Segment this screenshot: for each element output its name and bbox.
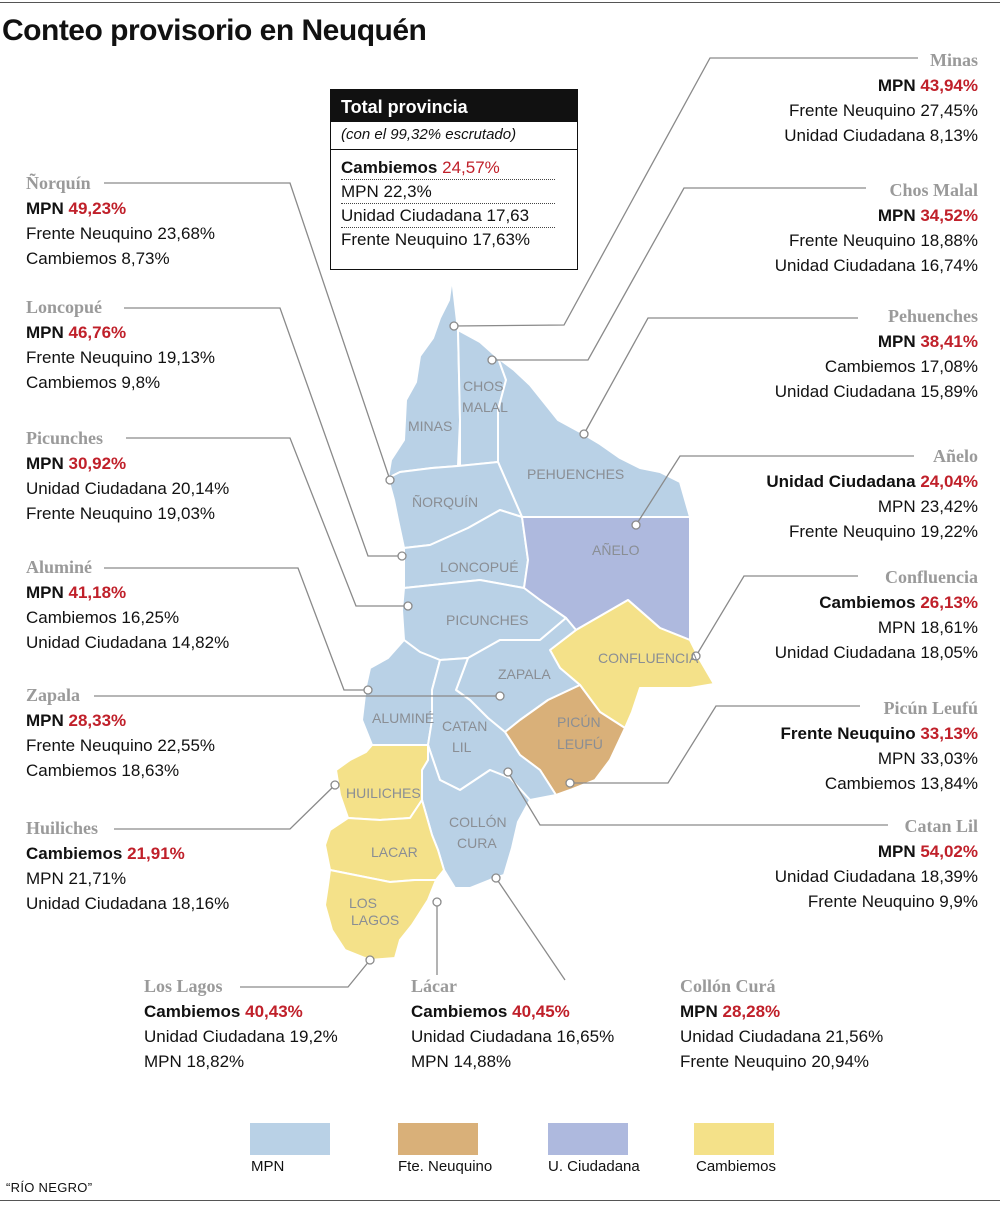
leader-loslagos [240, 959, 371, 988]
leader-norquin [104, 182, 391, 481]
label-picun-leufu: Picún Leufú Frente Neuquino 33,13% MPN 3… [780, 698, 978, 793]
label-catan-lil: Catan Lil MPN 54,02% Unidad Ciudadana 18… [774, 816, 978, 911]
label-picunches: Picunches MPN 30,92% Unidad Ciudadana 20… [26, 428, 230, 523]
legend-label-uc: U. Ciudadana [548, 1158, 640, 1175]
label-collon-cura: Collón Curá MPN 28,28% Unidad Ciudadana … [680, 976, 884, 1071]
legend-label-mpn: MPN [251, 1158, 285, 1175]
map-label-catan-1: CATAN [442, 718, 487, 734]
legend-swatch-cambiemos [694, 1123, 774, 1155]
legend-label-cambiemos: Cambiemos [696, 1158, 777, 1175]
label-norquin: Ñorquín MPN 49,23% Frente Neuquino 23,68… [26, 173, 216, 268]
label-minas: Minas MPN 43,94% Frente Neuquino 27,45% U… [784, 50, 978, 145]
map-label-norquin: ÑORQUÍN [412, 494, 478, 510]
region-los-lagos[interactable] [324, 869, 437, 961]
map-label-lagos-1: LOS [349, 895, 377, 911]
label-anelo: Añelo Unidad Ciudadana 24,04% MPN 23,42%… [766, 446, 978, 541]
total-province-box: Total provincia (con el 99,32% escrutado… [330, 89, 578, 270]
region-minas[interactable] [387, 277, 461, 479]
leader-chos-malal [492, 187, 866, 361]
map-label-alumine: ALUMINÉ [372, 710, 434, 726]
label-chos-malal: Chos Malal MPN 34,52% Frente Neuquino 18… [774, 180, 978, 275]
map-label-picun-1: PICÚN [557, 714, 601, 730]
leader-minas [453, 57, 918, 327]
leader-colloncura [495, 877, 566, 981]
bottom-rule [0, 1200, 1000, 1201]
map-label-lacar: LACAR [371, 844, 418, 860]
region-catan-lil[interactable] [427, 657, 557, 801]
leader-picun-leufu [570, 705, 860, 784]
total-subheading: (con el 99,32% escrutado) [331, 122, 577, 150]
leader-huiliches [114, 784, 336, 830]
total-row-1: Cambiemos 24,57% [341, 156, 555, 180]
label-confluencia: Confluencia Cambiemos 26,13% MPN 18,61% U… [774, 567, 978, 662]
leader-confluencia [695, 575, 858, 657]
credit: “RÍO NEGRO” [6, 1180, 93, 1195]
label-zapala: Zapala MPN 28,33% Frente Neuquino 22,55%… [26, 685, 216, 780]
page-title: Conteo provisorio en Neuquén [2, 14, 427, 47]
leader-loncopue [124, 307, 402, 557]
map-label-catan-2: LIL [452, 739, 472, 755]
map-label-collon-2: CURA [457, 835, 497, 851]
map-label-huiliches: HUILICHES [346, 785, 421, 801]
map-label-anelo: AÑELO [592, 542, 640, 558]
label-huiliches: Huiliches Cambiemos 21,91% MPN 21,71% Uni… [26, 818, 230, 913]
label-lacar: Lácar Cambiemos 40,45% Unidad Ciudadana … [411, 976, 615, 1071]
map-label-picunches: PICUNCHES [446, 612, 528, 628]
legend-swatch-uc [548, 1123, 628, 1155]
leader-pehuenches [583, 317, 858, 435]
region-pehuenches[interactable] [497, 357, 691, 518]
leader-picunches [126, 437, 408, 607]
label-loncopue: Loncopué MPN 46,76% Frente Neuquino 19,1… [26, 297, 216, 392]
map-label-loncopue: LONCOPUÉ [440, 559, 519, 575]
map-label-lagos-2: LAGOS [351, 912, 399, 928]
map-label-collon-1: COLLÓN [449, 814, 507, 830]
region-huiliches[interactable] [335, 744, 429, 821]
map-label-minas: MINAS [408, 418, 452, 434]
total-heading: Total provincia [331, 90, 577, 122]
map-label-chos-2: MALAL [462, 399, 508, 415]
total-row-2: MPN 22,3% [341, 180, 555, 204]
region-alumine[interactable] [361, 639, 441, 746]
map-label-chos-1: CHOS [463, 378, 503, 394]
map-label-zapala: ZAPALA [498, 666, 551, 682]
leader-anelo [635, 455, 914, 526]
label-los-lagos: Los Lagos Cambiemos 40,43% Unidad Ciudad… [144, 976, 338, 1071]
map-label-confluencia: CONFLUENCIA [598, 650, 699, 666]
legend-swatch-mpn [250, 1123, 330, 1155]
map-label-pehuenches: PEHUENCHES [527, 466, 624, 482]
top-rule [0, 2, 1000, 3]
label-pehuenches: Pehuenches MPN 38,41% Cambiemos 17,08% Un… [774, 306, 978, 401]
label-alumine: Aluminé MPN 41,18% Cambiemos 16,25% Unida… [26, 557, 230, 652]
total-row-3: Unidad Ciudadana 17,63 [341, 204, 555, 228]
map-label-picun-2: LEUFÚ [557, 736, 603, 752]
legend-label-fte: Fte. Neuquino [398, 1158, 493, 1175]
leader-catan-lil [507, 771, 888, 826]
total-row-4: Frente Neuquino 17,63% [341, 230, 531, 249]
leader-alumine [104, 567, 368, 691]
legend-swatch-fte [398, 1123, 478, 1155]
